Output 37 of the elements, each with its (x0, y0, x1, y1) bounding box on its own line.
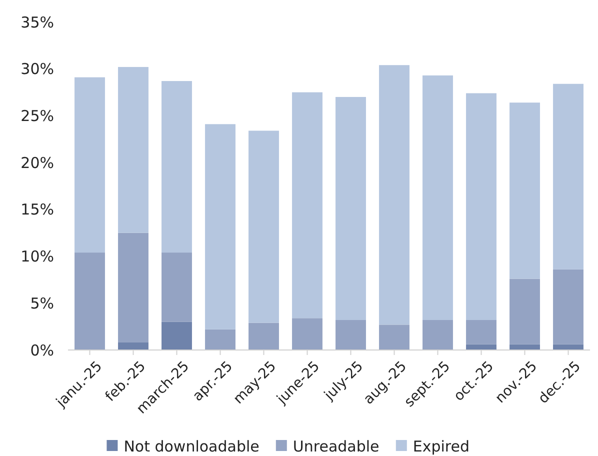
bar (292, 92, 322, 318)
bar (336, 320, 366, 350)
bar (74, 252, 105, 350)
legend-label: Expired (412, 437, 470, 456)
bar (379, 324, 410, 350)
bar (118, 66, 148, 233)
bar (74, 77, 105, 253)
y-tick-label: 20% (20, 154, 54, 172)
bar (118, 342, 148, 350)
y-tick-label: 0% (30, 341, 54, 360)
bar (422, 320, 453, 350)
bar (248, 130, 279, 323)
bar (205, 329, 236, 350)
y-tick-label: 30% (20, 60, 54, 78)
bar (162, 322, 192, 350)
bar (466, 320, 496, 344)
bar (162, 81, 192, 253)
y-tick-label: 15% (20, 200, 54, 219)
y-tick-label: 35% (20, 13, 54, 32)
y-tick-label: 25% (20, 106, 54, 125)
bar (466, 93, 496, 320)
bar (379, 65, 410, 325)
bar (118, 232, 148, 343)
bar (510, 102, 540, 279)
bar (553, 84, 584, 270)
y-tick-label: 10% (20, 248, 54, 266)
legend-label: Unreadable (292, 437, 380, 456)
legend-label: Not downloadable (124, 437, 260, 456)
bar (553, 269, 584, 344)
bar (248, 322, 279, 350)
bar (510, 278, 540, 344)
bar (292, 318, 322, 350)
bar (422, 75, 453, 320)
bar (336, 96, 366, 320)
y-tick-label: 5% (30, 294, 54, 312)
bar (205, 124, 236, 330)
bar (162, 252, 192, 322)
